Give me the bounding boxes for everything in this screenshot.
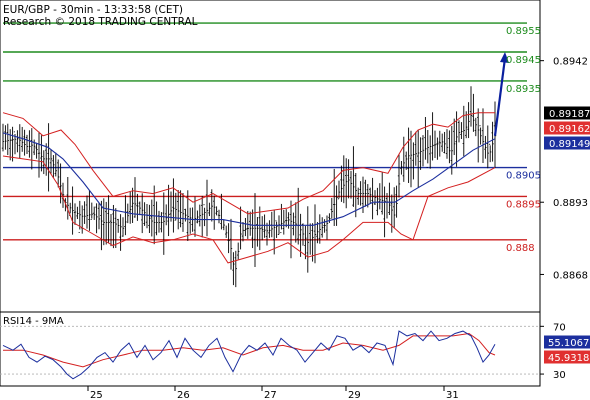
rsi-lines [2,330,496,380]
bollinger-lower [2,155,496,264]
time-axis-label-3: 29 [348,390,361,400]
rsi-line [2,330,496,380]
forecast-arrow-shaft [493,57,507,136]
price-axis-label-1: 0.8893 [553,198,588,209]
bollinger-upper [2,112,495,215]
rsi-panel: RSI14 - 9MA [0,311,541,387]
chart-title: EUR/GBP - 30min - 13:33:58 (CET) [3,4,183,16]
level-label-4: 0.8895 [506,199,541,210]
rsi-title: RSI14 - 9MA [3,316,64,327]
price-panel-frame [0,0,541,313]
price-panel: 0.8955 0.8945 0.8935 0.8905 0.8895 0.888 EUR/… [0,0,541,313]
time-axis-label-0: 25 [90,390,103,400]
price-axis: 0.8942 0.8893 0.8868 0.89187 0.89162 0.89149 [540,57,590,281]
moving-average [2,132,496,226]
rsi-ma-line [3,332,496,368]
time-axis: 25 26 27 29 31 [0,385,540,400]
rsi-tag-1: 45.9318 [548,353,589,364]
bollinger-bands [2,112,496,264]
forecast-arrow [493,52,509,136]
level-label-1: 0.8945 [506,55,541,66]
level-label-3: 0.8905 [506,171,541,182]
rsi-tag-0: 55.1067 [548,338,589,349]
rsi-panel-frame [0,311,541,387]
price-tag-box-0 [544,106,590,120]
rsi-grid [0,325,540,375]
price-bars [1,86,497,288]
level-label-5: 0.888 [506,243,535,254]
price-tag-1: 0.89162 [549,124,590,135]
price-tag-box-1 [544,121,590,135]
price-tag-box-2 [544,136,590,150]
time-axis-label-2: 27 [264,390,277,400]
time-axis-label-4: 31 [446,390,459,400]
price-axis-label-0: 0.8942 [553,57,588,68]
moving-average-line [2,132,496,226]
level-labels: 0.8955 0.8945 0.8935 0.8905 0.8895 0.888 [506,26,541,254]
forecast-arrow-head [500,52,509,63]
price-tag-2: 0.89149 [549,139,590,150]
price-axis-label-2: 0.8868 [553,270,588,281]
rsi-tag-box-0 [544,335,590,349]
level-lines [3,22,527,241]
chart-subtitle: Research © 2018 TRADING CENTRAL [3,16,198,28]
rsi-axis-label-1: 30 [553,370,566,381]
level-label-2: 0.8935 [506,84,541,95]
rsi-axis: 70 30 55.1067 45.9318 [540,322,590,381]
rsi-axis-label-0: 70 [553,322,566,333]
level-label-0: 0.8955 [506,26,541,37]
price-tag-0: 0.89187 [549,109,590,120]
time-axis-label-1: 26 [177,390,190,400]
rsi-tag-box-1 [544,350,590,364]
